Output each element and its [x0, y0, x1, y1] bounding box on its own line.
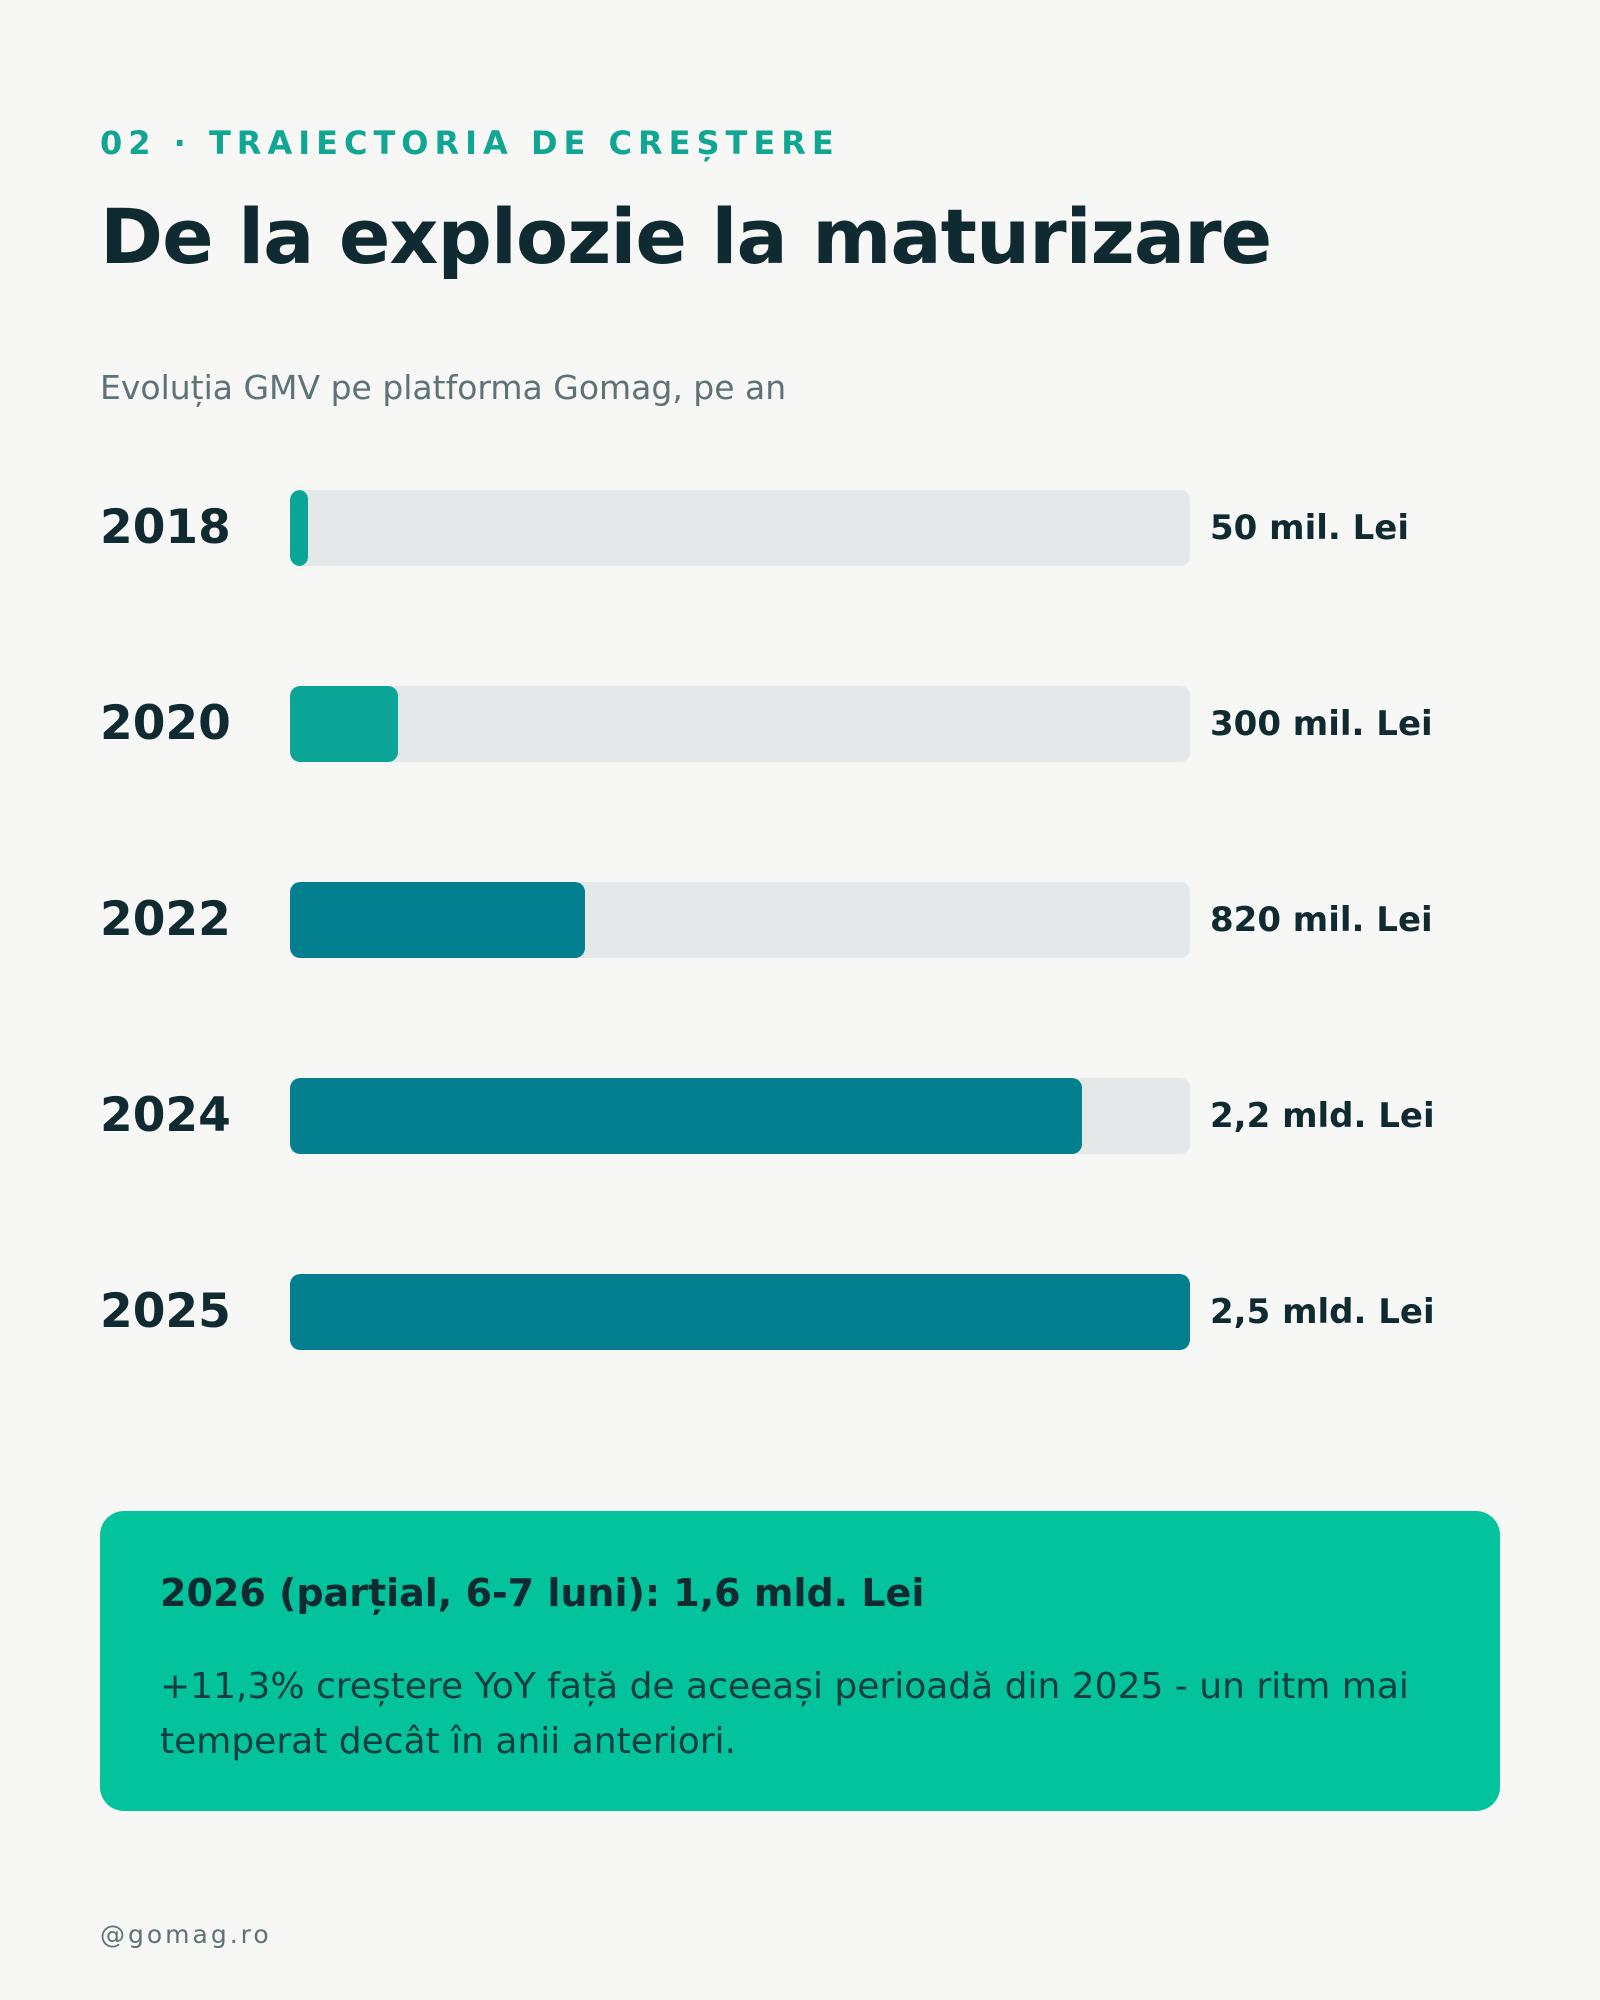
bar-row-2018: 2018 50 mil. Lei [100, 490, 1500, 566]
callout-box: 2026 (parțial, 6-7 luni): 1,6 mld. Lei +… [100, 1511, 1500, 1811]
value-label: 2,5 mld. Lei [1210, 1292, 1435, 1332]
value-label: 820 mil. Lei [1210, 900, 1433, 940]
bar-track [290, 686, 1190, 762]
callout-body: +11,3% creștere YoY față de aceeași peri… [160, 1666, 1409, 1762]
bar-2024 [290, 1078, 1082, 1154]
bar-row-2020: 2020 300 mil. Lei [100, 686, 1500, 762]
bar-2025 [290, 1274, 1190, 1350]
bar-row-2024: 2024 2,2 mld. Lei [100, 1078, 1500, 1154]
section-eyebrow: 02 · TRAIECTORIA DE CREȘTERE [100, 124, 840, 162]
category-label: 2022 [100, 892, 231, 947]
gmv-bar-chart: 2018 50 mil. Lei 2020 300 mil. Lei 2022 820 m… [100, 490, 1500, 1370]
bar-row-2022: 2022 820 mil. Lei [100, 882, 1500, 958]
bar-row-2025: 2025 2,5 mld. Lei [100, 1274, 1500, 1350]
category-label: 2020 [100, 696, 231, 751]
bar-track [290, 882, 1190, 958]
category-label: 2025 [100, 1284, 231, 1339]
value-label: 50 mil. Lei [1210, 508, 1410, 548]
chart-subtitle: Evoluția GMV pe platforma Gomag, pe an [100, 368, 787, 407]
bar-2018 [290, 490, 308, 566]
page-title: De la explozie la maturizare [100, 192, 1272, 281]
bar-track [290, 1274, 1190, 1350]
category-label: 2018 [100, 500, 231, 555]
slide: 02 · TRAIECTORIA DE CREȘTERE De la explo… [100, 0, 1500, 2000]
bar-2022 [290, 882, 586, 958]
bar-track [290, 490, 1190, 566]
bar-2020 [290, 686, 398, 762]
category-label: 2024 [100, 1088, 231, 1143]
value-label: 2,2 mld. Lei [1210, 1096, 1435, 1136]
footer-handle: @gomag.ro [100, 1920, 272, 1949]
callout-heading: 2026 (parțial, 6-7 luni): 1,6 mld. Lei [160, 1571, 925, 1615]
value-label: 300 mil. Lei [1210, 704, 1433, 744]
bar-track [290, 1078, 1190, 1154]
